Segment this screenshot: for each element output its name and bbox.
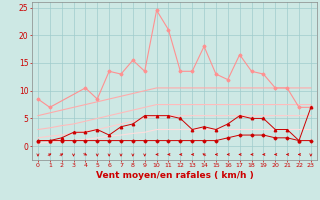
X-axis label: Vent moyen/en rafales ( km/h ): Vent moyen/en rafales ( km/h ) bbox=[96, 171, 253, 180]
